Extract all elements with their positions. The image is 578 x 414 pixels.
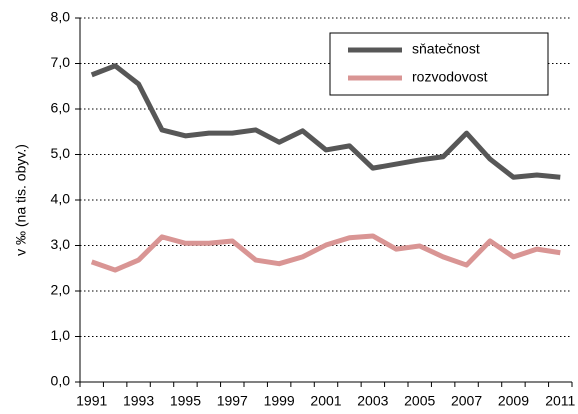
y-tick-label: 5,0 [51,145,71,161]
x-tick-label: 2009 [498,393,529,409]
y-tick-label: 2,0 [51,282,71,298]
x-tick-label: 1997 [217,393,248,409]
y-tick-label: 3,0 [51,236,71,252]
y-tick-label: 8,0 [51,9,71,25]
series-line [90,233,561,273]
y-tick-label: 7,0 [51,54,71,70]
y-tick-label: 4,0 [51,191,71,207]
x-tick-label: 2007 [451,393,482,409]
y-tick-label: 0,0 [51,373,71,389]
x-tick-label: 2001 [310,393,341,409]
legend-label: sňatečnost [412,41,480,57]
x-tick-label: 1995 [170,393,201,409]
y-axis-label: v ‰ (na tis. obyv.) [13,144,29,256]
series-line [90,63,561,180]
x-tick-label: 2011 [545,393,575,409]
legend-label: rozvodovost [412,69,488,85]
x-tick-label: 2003 [357,393,388,409]
x-tick-label: 1999 [264,393,295,409]
legend-box [329,32,549,96]
x-tick-label: 1993 [123,393,154,409]
y-tick-label: 1,0 [51,327,71,343]
y-tick-label: 6,0 [51,100,71,116]
x-tick-label: 2005 [404,393,435,409]
x-tick-label: 1991 [76,393,107,409]
